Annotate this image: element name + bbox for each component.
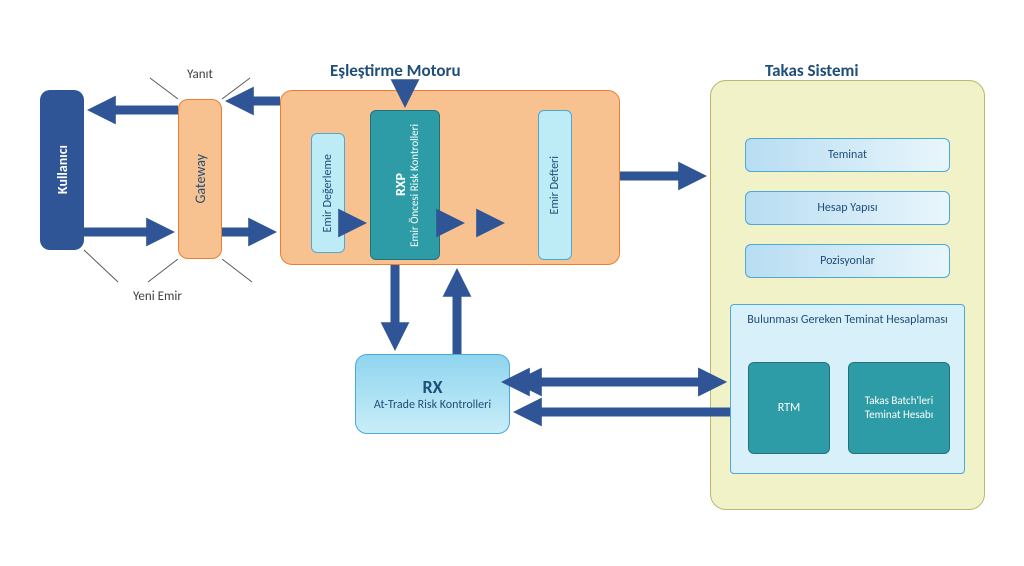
gateway-node: Gateway	[178, 99, 222, 259]
takas-batch-node: Takas Batch'leri Teminat Hesabı	[848, 362, 950, 454]
yeni-emir-label: Yeni Emir	[133, 289, 182, 304]
rxp-node: RXP Emir Öncesi Risk Kontrolleri	[370, 110, 440, 260]
pozisyonlar-node: Pozisyonlar	[745, 244, 950, 278]
thin-lines	[84, 78, 252, 282]
rtm-node: RTM	[748, 362, 830, 454]
teminat-node: Teminat	[745, 138, 950, 172]
yanit-label: Yanıt	[187, 67, 213, 82]
hesap-yapisi-node: Hesap Yapısı	[745, 191, 950, 225]
matching-engine-title: Eşleştirme Motoru	[330, 60, 461, 81]
clearing-system-title: Takas Sistemi	[765, 60, 859, 81]
emir-degerleme-node: Emir Değerleme	[311, 133, 345, 253]
rx-node: RX At-Trade Risk Kontrolleri	[355, 354, 510, 434]
user-node: Kullanıcı	[40, 90, 84, 250]
emir-defteri-node: Emir Defteri	[538, 110, 572, 260]
